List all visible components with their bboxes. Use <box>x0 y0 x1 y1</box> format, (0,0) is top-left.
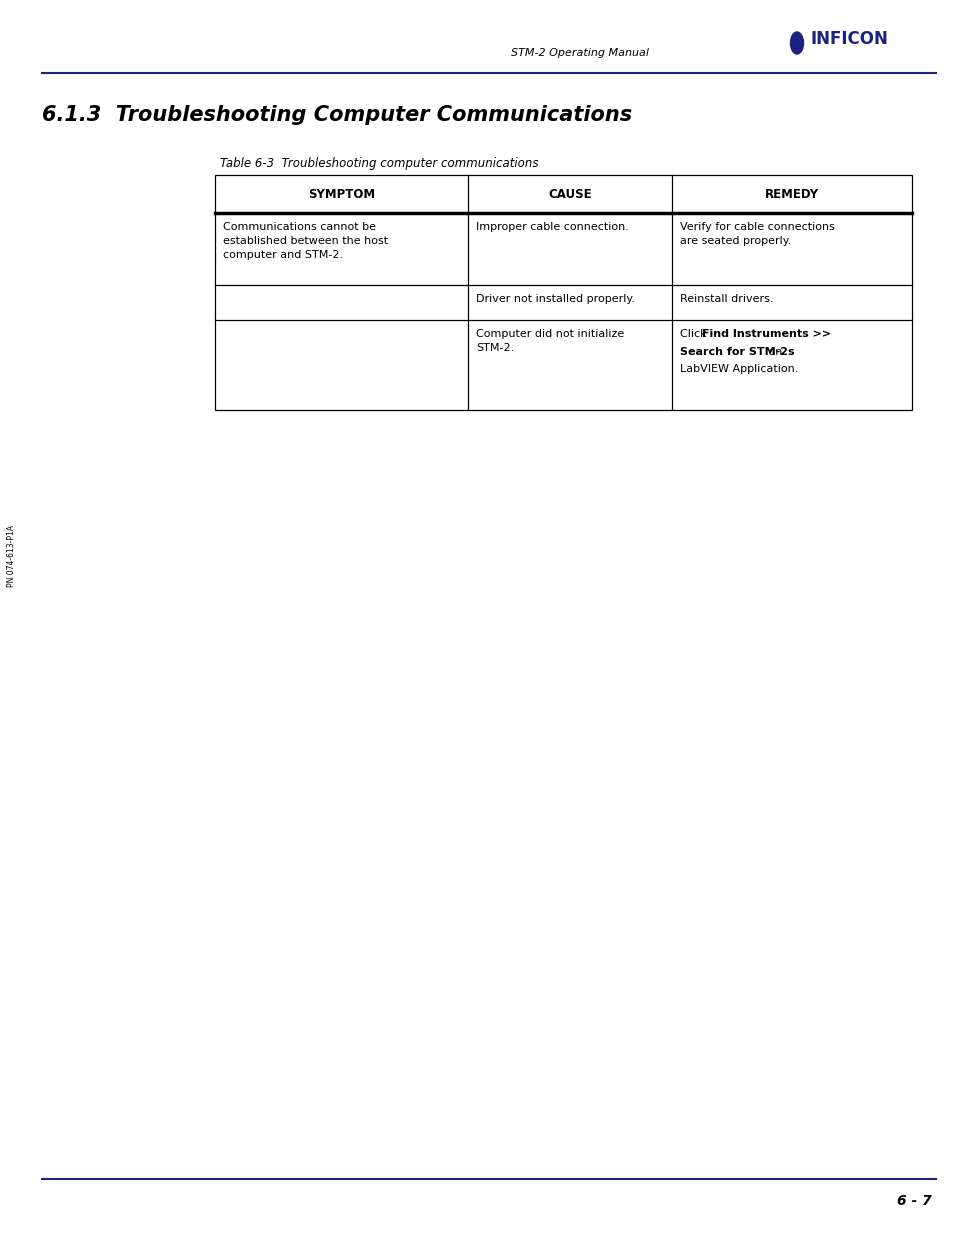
Text: Table 6-3  Troubleshooting computer communications: Table 6-3 Troubleshooting computer commu… <box>220 157 537 170</box>
Text: on: on <box>764 347 781 357</box>
Text: CAUSE: CAUSE <box>548 188 591 200</box>
Text: 6 - 7: 6 - 7 <box>897 1194 931 1208</box>
Text: Improper cable connection.: Improper cable connection. <box>476 222 628 232</box>
Text: Computer did not initialize
STM-2.: Computer did not initialize STM-2. <box>476 329 623 353</box>
Text: STM-2 Operating Manual: STM-2 Operating Manual <box>511 48 648 58</box>
Text: INFICON: INFICON <box>809 30 887 48</box>
Text: SYMPTOM: SYMPTOM <box>308 188 375 200</box>
Text: REMEDY: REMEDY <box>764 188 819 200</box>
Text: Communications cannot be
established between the host
computer and STM-2.: Communications cannot be established bet… <box>223 222 388 261</box>
Text: PN 074-613-P1A: PN 074-613-P1A <box>8 525 16 587</box>
Text: Driver not installed properly.: Driver not installed properly. <box>476 294 635 304</box>
Text: Click: Click <box>679 329 709 338</box>
Bar <box>214 175 911 410</box>
Text: Reinstall drivers.: Reinstall drivers. <box>679 294 773 304</box>
Text: 6.1.3  Troubleshooting Computer Communications: 6.1.3 Troubleshooting Computer Communica… <box>42 105 632 125</box>
Ellipse shape <box>790 32 802 54</box>
Text: Verify for cable connections
are seated properly.: Verify for cable connections are seated … <box>679 222 834 246</box>
Text: Search for STM-2s: Search for STM-2s <box>679 347 794 357</box>
Text: Find Instruments >>: Find Instruments >> <box>701 329 831 338</box>
Text: LabVIEW Application.: LabVIEW Application. <box>679 364 798 374</box>
